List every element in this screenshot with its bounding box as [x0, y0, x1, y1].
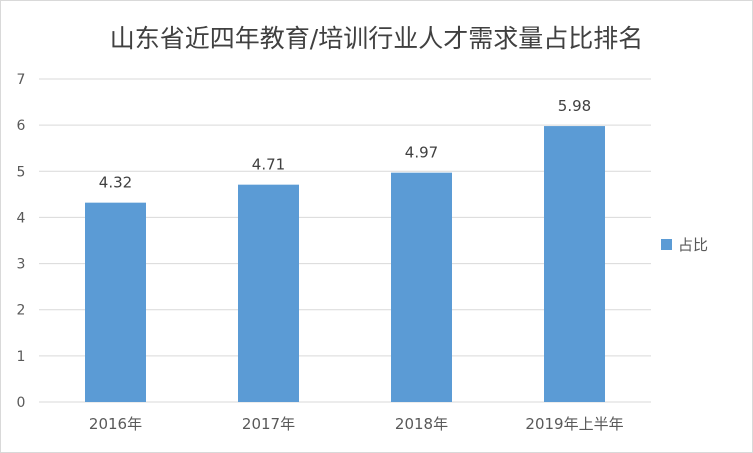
bar	[544, 126, 605, 403]
bar	[391, 172, 452, 402]
bar	[238, 184, 299, 402]
x-tick-label: 2016年	[89, 415, 142, 433]
data-label: 4.32	[99, 174, 132, 192]
bar	[85, 202, 146, 402]
y-tick-label: 7	[17, 72, 26, 88]
x-tick-label: 2017年	[242, 415, 295, 433]
y-tick-label: 5	[17, 164, 26, 180]
data-label: 4.71	[252, 156, 285, 174]
y-tick-label: 3	[17, 257, 26, 273]
y-tick-label: 6	[17, 118, 26, 134]
y-tick-label: 4	[17, 210, 26, 226]
x-tick-label: 2019年上半年	[525, 415, 623, 433]
chart-title: 山东省近四年教育/培训行业人才需求量占比排名	[109, 24, 644, 53]
data-label: 5.98	[558, 97, 591, 115]
y-tick-label: 2	[17, 303, 26, 319]
legend-swatch	[661, 239, 672, 250]
legend: 占比	[661, 234, 708, 255]
data-label: 4.97	[405, 144, 438, 162]
legend-label: 占比	[678, 236, 709, 254]
x-tick-label: 2018年	[395, 415, 448, 433]
y-tick-label: 0	[17, 395, 26, 411]
y-tick-label: 1	[17, 349, 26, 365]
